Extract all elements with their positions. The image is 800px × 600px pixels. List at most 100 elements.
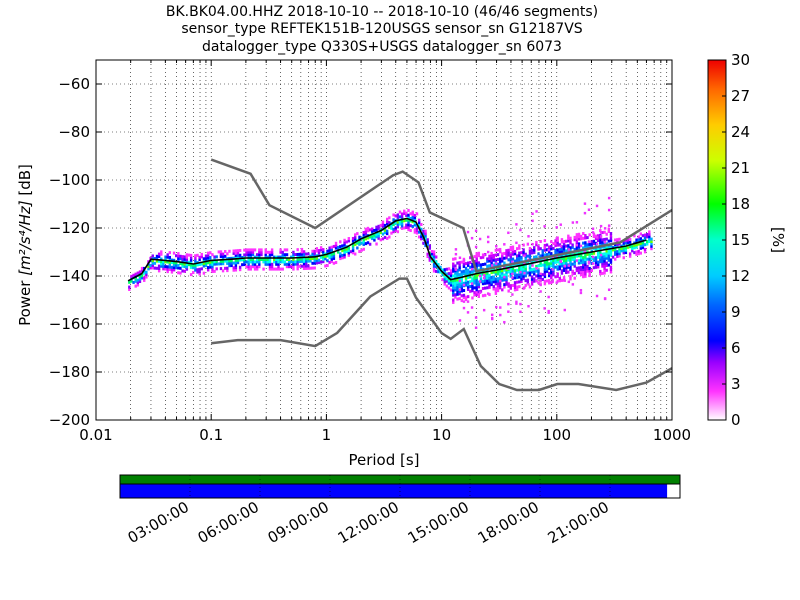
- density-outlier: [579, 244, 583, 248]
- density-cell: [232, 268, 235, 272]
- density-outlier: [579, 288, 583, 292]
- density-cell: [599, 255, 602, 259]
- density-cell: [292, 267, 295, 271]
- density-cell: [313, 254, 316, 258]
- density-cell: [496, 253, 500, 257]
- density-cell: [219, 250, 223, 254]
- density-cell: [579, 261, 583, 265]
- density-cell: [458, 292, 461, 296]
- density-cell: [364, 232, 368, 236]
- density-cell: [618, 254, 621, 258]
- density-cell: [507, 289, 510, 293]
- y-tick-label: −60: [58, 75, 90, 93]
- density-cell: [294, 253, 297, 257]
- density-cell: [556, 258, 559, 262]
- density-cell: [522, 265, 525, 269]
- density-cell: [475, 276, 478, 280]
- density-cell: [543, 248, 547, 252]
- density-cell: [509, 274, 512, 278]
- density-cell: [550, 240, 553, 244]
- density-cell: [596, 253, 600, 257]
- density-cell: [528, 251, 532, 255]
- density-cell: [562, 247, 566, 251]
- density-cell: [547, 252, 551, 256]
- density-outlier: [607, 208, 611, 212]
- density-cell: [292, 250, 295, 254]
- density-cell: [279, 250, 282, 254]
- density-cell: [249, 253, 252, 257]
- density-outlier: [519, 228, 522, 232]
- density-outlier: [547, 248, 550, 252]
- density-cell: [569, 260, 572, 264]
- density-cell: [322, 248, 325, 252]
- density-cell: [562, 242, 566, 246]
- density-cell: [192, 271, 195, 275]
- density-cell: [157, 269, 161, 273]
- density-cell: [571, 245, 574, 249]
- density-cell: [343, 253, 346, 257]
- density-cell: [336, 245, 340, 249]
- density-cell: [569, 239, 572, 243]
- density-cell: [475, 264, 478, 268]
- density-cell: [639, 242, 643, 246]
- density-cell: [464, 266, 468, 270]
- x-tick-label: 1000: [653, 426, 691, 444]
- density-cell: [140, 276, 144, 280]
- density-cell: [588, 233, 591, 237]
- density-cell: [522, 277, 525, 281]
- density-cell: [575, 245, 579, 249]
- density-cell: [332, 252, 336, 256]
- density-cell: [162, 262, 165, 266]
- density-cell: [449, 281, 453, 285]
- density-cell: [550, 276, 553, 280]
- density-cell: [298, 260, 302, 264]
- density-cell: [456, 278, 459, 282]
- density-cell: [298, 257, 302, 261]
- density-cell: [614, 248, 617, 252]
- density-cell: [582, 275, 585, 279]
- density-cell: [599, 269, 602, 273]
- density-cell: [294, 262, 297, 266]
- density-cell: [345, 250, 348, 254]
- density-cell: [492, 277, 495, 281]
- density-outlier: [474, 245, 478, 249]
- density-cell: [305, 266, 308, 270]
- density-cell: [460, 272, 463, 276]
- density-outlier: [499, 306, 502, 309]
- density-cell: [458, 265, 461, 269]
- density-cell: [541, 249, 544, 253]
- density-outlier: [486, 240, 490, 244]
- density-cell: [577, 244, 581, 248]
- density-cell: [407, 216, 410, 220]
- density-cell: [202, 262, 206, 266]
- density-cell: [599, 260, 602, 264]
- density-cell: [584, 272, 587, 276]
- density-cell: [537, 274, 540, 278]
- density-cell: [509, 248, 512, 252]
- density-cell: [136, 281, 140, 285]
- density-cell: [541, 273, 544, 277]
- density-cell: [128, 285, 131, 289]
- density-cell: [164, 257, 167, 261]
- density-outlier: [474, 229, 478, 233]
- density-cell: [251, 258, 255, 261]
- density-cell: [236, 258, 240, 262]
- density-outlier: [607, 196, 611, 200]
- density-outlier: [575, 259, 579, 262]
- density-cell: [543, 260, 547, 264]
- density-cell: [471, 284, 474, 288]
- density-cell: [160, 262, 163, 266]
- density-cell: [498, 274, 502, 278]
- density-cell: [385, 236, 389, 240]
- density-cell: [588, 274, 591, 278]
- density-cell: [140, 274, 144, 278]
- density-cell: [292, 257, 295, 261]
- density-cell: [609, 248, 613, 252]
- density-cell: [392, 223, 395, 227]
- density-cell: [279, 267, 282, 271]
- density-cell: [556, 279, 559, 283]
- density-cell: [586, 264, 589, 268]
- density-cell: [469, 280, 472, 284]
- density-outlier: [486, 235, 490, 239]
- density-cell: [562, 240, 566, 244]
